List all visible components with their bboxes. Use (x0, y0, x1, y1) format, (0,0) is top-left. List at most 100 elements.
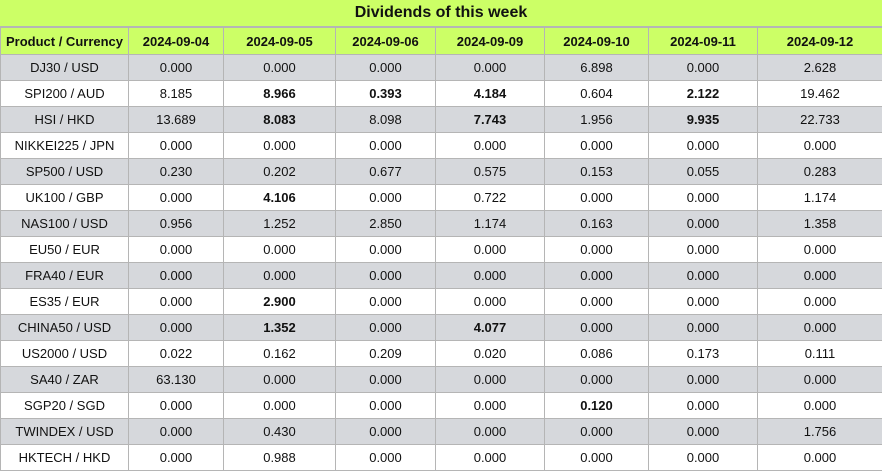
dividend-value-cell: 0.000 (436, 263, 545, 289)
dividend-value-cell: 0.000 (436, 393, 545, 419)
dividend-value-cell: 0.000 (545, 419, 649, 445)
dividend-value-cell: 0.153 (545, 159, 649, 185)
dividend-value-cell: 4.106 (224, 185, 336, 211)
dividend-value-cell: 2.122 (649, 81, 758, 107)
product-cell: NIKKEI225 / JPN (1, 133, 129, 159)
product-cell: CHINA50 / USD (1, 315, 129, 341)
dividend-value-cell: 8.098 (336, 107, 436, 133)
dividend-value-cell: 0.162 (224, 341, 336, 367)
dividend-value-cell: 0.163 (545, 211, 649, 237)
dividend-value-cell: 0.086 (545, 341, 649, 367)
dividend-value-cell: 8.083 (224, 107, 336, 133)
dividend-value-cell: 0.111 (758, 341, 882, 367)
dividend-value-cell: 0.000 (129, 445, 224, 471)
dividend-value-cell: 9.935 (649, 107, 758, 133)
dividend-value-cell: 0.677 (336, 159, 436, 185)
dividend-value-cell: 0.000 (545, 237, 649, 263)
dividend-value-cell: 0.000 (649, 185, 758, 211)
column-header-product: Product / Currency (1, 28, 129, 55)
dividend-value-cell: 0.000 (649, 315, 758, 341)
product-cell: TWINDEX / USD (1, 419, 129, 445)
dividend-value-cell: 0.000 (224, 55, 336, 81)
product-cell: SA40 / ZAR (1, 367, 129, 393)
dividend-value-cell: 0.000 (129, 419, 224, 445)
dividend-value-cell: 0.000 (436, 133, 545, 159)
dividend-value-cell: 0.000 (649, 237, 758, 263)
dividend-value-cell: 2.628 (758, 55, 882, 81)
dividend-value-cell: 0.000 (649, 263, 758, 289)
dividend-value-cell: 0.000 (336, 289, 436, 315)
dividend-value-cell: 0.000 (649, 133, 758, 159)
product-cell: ES35 / EUR (1, 289, 129, 315)
dividend-value-cell: 0.055 (649, 159, 758, 185)
dividend-value-cell: 0.000 (758, 263, 882, 289)
dividend-value-cell: 0.000 (758, 237, 882, 263)
product-cell: SP500 / USD (1, 159, 129, 185)
dividend-value-cell: 0.000 (129, 133, 224, 159)
dividend-value-cell: 0.575 (436, 159, 545, 185)
dividend-value-cell: 0.000 (336, 315, 436, 341)
dividend-value-cell: 0.000 (336, 185, 436, 211)
product-cell: SPI200 / AUD (1, 81, 129, 107)
column-header-date: 2024-09-09 (436, 28, 545, 55)
dividend-value-cell: 0.000 (224, 263, 336, 289)
dividend-value-cell: 0.000 (649, 393, 758, 419)
dividend-value-cell: 0.120 (545, 393, 649, 419)
dividend-value-cell: 0.000 (129, 263, 224, 289)
column-header-date: 2024-09-06 (336, 28, 436, 55)
dividend-value-cell: 0.000 (336, 55, 436, 81)
dividend-value-cell: 0.000 (758, 133, 882, 159)
dividend-value-cell: 0.722 (436, 185, 545, 211)
column-header-date: 2024-09-12 (758, 28, 882, 55)
dividend-value-cell: 0.000 (545, 315, 649, 341)
dividend-value-cell: 0.283 (758, 159, 882, 185)
dividend-value-cell: 0.000 (436, 55, 545, 81)
dividend-value-cell: 0.000 (545, 289, 649, 315)
dividend-value-cell: 0.000 (224, 367, 336, 393)
dividend-value-cell: 0.000 (545, 445, 649, 471)
dividend-value-cell: 0.000 (336, 419, 436, 445)
dividend-value-cell: 0.000 (545, 367, 649, 393)
dividend-value-cell: 0.022 (129, 341, 224, 367)
dividend-value-cell: 0.393 (336, 81, 436, 107)
dividend-value-cell: 1.756 (758, 419, 882, 445)
dividend-value-cell: 0.000 (436, 419, 545, 445)
dividend-value-cell: 0.000 (649, 367, 758, 393)
product-cell: DJ30 / USD (1, 55, 129, 81)
dividend-value-cell: 0.000 (436, 237, 545, 263)
dividend-value-cell: 0.000 (336, 367, 436, 393)
dividend-value-cell: 0.000 (758, 367, 882, 393)
dividend-value-cell: 0.604 (545, 81, 649, 107)
dividend-value-cell: 0.000 (336, 393, 436, 419)
dividend-value-cell: 0.000 (224, 133, 336, 159)
product-cell: SGP20 / SGD (1, 393, 129, 419)
dividend-value-cell: 0.020 (436, 341, 545, 367)
dividend-value-cell: 0.000 (758, 289, 882, 315)
dividend-value-cell: 1.174 (436, 211, 545, 237)
dividend-value-cell: 0.000 (336, 237, 436, 263)
page-title: Dividends of this week (0, 0, 882, 27)
dividend-value-cell: 0.000 (545, 185, 649, 211)
dividend-value-cell: 0.988 (224, 445, 336, 471)
column-header-date: 2024-09-05 (224, 28, 336, 55)
product-cell: US2000 / USD (1, 341, 129, 367)
dividend-value-cell: 0.000 (649, 211, 758, 237)
dividend-value-cell: 0.000 (224, 237, 336, 263)
dividend-value-cell: 0.000 (436, 289, 545, 315)
dividend-value-cell: 0.000 (129, 185, 224, 211)
dividend-value-cell: 22.733 (758, 107, 882, 133)
